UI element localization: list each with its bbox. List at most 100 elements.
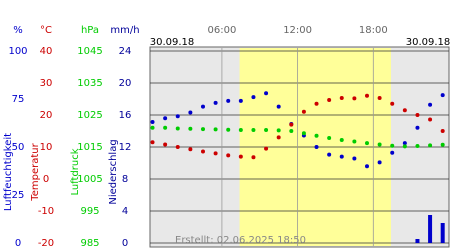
y-tick-label: 16: [119, 110, 132, 121]
axis-unit: °C: [40, 25, 52, 36]
data-point: [352, 139, 357, 144]
y-tick-label: 1035: [77, 78, 102, 89]
data-point: [364, 164, 369, 169]
data-point: [251, 128, 256, 133]
axis-label: Luftfeuchtigkeit: [3, 133, 14, 211]
y-tick-label: 100: [8, 46, 27, 57]
data-point: [339, 96, 344, 101]
data-point: [213, 127, 218, 132]
data-point: [339, 154, 344, 159]
data-point: [150, 125, 155, 130]
data-point: [390, 150, 395, 155]
data-point: [213, 151, 218, 156]
data-point: [264, 91, 269, 96]
data-point: [200, 104, 205, 109]
data-point: [390, 101, 395, 106]
data-point: [440, 93, 445, 98]
data-point: [415, 144, 420, 149]
data-point: [415, 125, 420, 130]
y-tick-label: 20: [40, 110, 53, 121]
precip-bar: [428, 215, 433, 243]
x-tick-label: 06:00: [207, 25, 236, 36]
y-tick-label: 1045: [77, 46, 102, 57]
y-tick-label: 24: [119, 46, 132, 57]
y-tick-label: 75: [12, 94, 25, 105]
data-point: [163, 116, 168, 121]
data-point: [377, 142, 382, 147]
data-point: [364, 141, 369, 146]
data-point: [200, 127, 205, 132]
data-point: [428, 117, 433, 122]
data-point: [377, 96, 382, 101]
y-tick-label: 10: [40, 142, 53, 153]
data-point: [226, 153, 231, 158]
precip-bar: [415, 239, 420, 243]
data-point: [314, 133, 319, 138]
data-point: [440, 142, 445, 147]
y-tick-label: 40: [40, 46, 53, 57]
y-tick-label: 0: [122, 238, 128, 249]
axis-unit: hPa: [81, 25, 99, 36]
data-point: [200, 149, 205, 154]
data-point: [352, 156, 357, 161]
data-point: [327, 136, 332, 141]
y-tick-label: 25: [12, 190, 25, 201]
data-point: [226, 127, 231, 132]
data-point: [264, 146, 269, 151]
data-point: [327, 97, 332, 102]
data-point: [276, 128, 281, 133]
y-tick-label: 0: [43, 174, 49, 185]
data-point: [327, 152, 332, 157]
data-point: [377, 160, 382, 165]
y-tick-label: 4: [122, 206, 128, 217]
date-left: 30.09.18: [150, 37, 195, 48]
data-point: [301, 131, 306, 136]
data-point: [150, 140, 155, 145]
data-point: [301, 109, 306, 114]
y-tick-label: 0: [15, 238, 21, 249]
data-point: [289, 122, 294, 127]
data-point: [251, 155, 256, 160]
data-point: [428, 143, 433, 148]
data-point: [402, 108, 407, 113]
data-point: [188, 110, 193, 115]
data-point: [402, 141, 407, 146]
axis-unit: mm/h: [110, 25, 139, 36]
data-point: [339, 137, 344, 142]
data-point: [163, 142, 168, 147]
data-point: [163, 125, 168, 130]
data-point: [238, 98, 243, 103]
y-tick-label: 8: [122, 174, 128, 185]
x-tick-label: 18:00: [359, 25, 388, 36]
axis-unit: %: [13, 25, 23, 36]
data-point: [150, 120, 155, 125]
data-point: [175, 126, 180, 131]
data-point: [289, 129, 294, 133]
data-point: [188, 126, 193, 131]
y-tick-label: 50: [12, 142, 25, 153]
data-point: [213, 100, 218, 105]
data-point: [428, 102, 433, 107]
data-point: [175, 114, 180, 119]
data-point: [390, 143, 395, 148]
y-tick-label: 12: [119, 142, 132, 153]
data-point: [402, 144, 407, 149]
y-tick-label: 1005: [77, 174, 102, 185]
data-point: [226, 98, 231, 103]
y-tick-label: 1025: [77, 110, 102, 121]
y-tick-label: 1015: [77, 142, 102, 153]
axis-label: Luftdruck: [70, 148, 81, 195]
data-point: [314, 145, 319, 149]
y-tick-label: -20: [38, 238, 54, 249]
data-point: [238, 128, 243, 133]
y-tick-label: -10: [38, 206, 54, 217]
y-tick-label: 20: [119, 78, 132, 89]
data-point: [264, 128, 269, 133]
data-point: [188, 147, 193, 152]
data-point: [364, 93, 369, 98]
data-point: [314, 101, 319, 106]
data-point: [251, 95, 256, 100]
y-tick-label: 995: [80, 206, 99, 217]
data-point: [352, 96, 357, 101]
